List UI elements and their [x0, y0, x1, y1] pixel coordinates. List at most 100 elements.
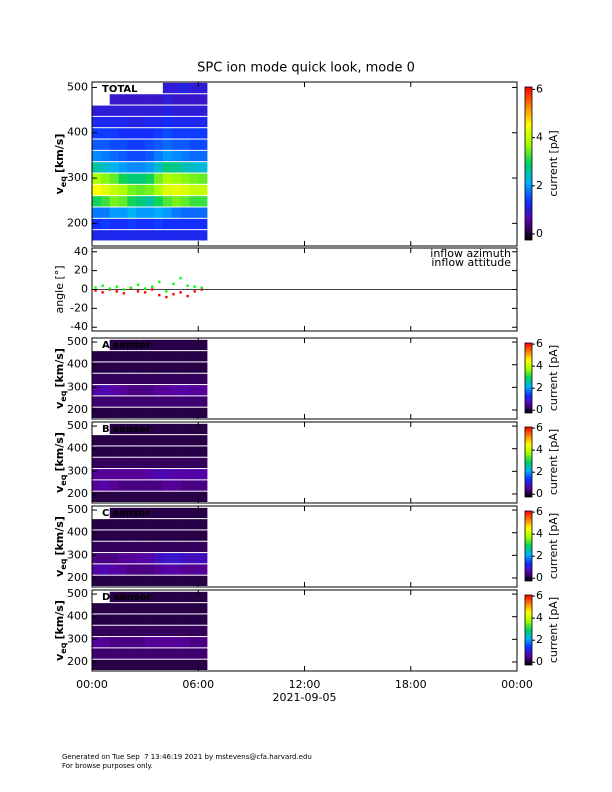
heatmap-cell [189, 625, 199, 637]
heatmap-cell [153, 396, 164, 407]
heatmap-cell [180, 435, 190, 446]
heatmap-cell [153, 530, 164, 541]
scatter-point [122, 292, 126, 295]
heatmap-cell [189, 553, 199, 564]
panel-label: D sensor [102, 592, 151, 603]
scatter-point [200, 286, 203, 289]
heatmap-cell [171, 625, 181, 637]
heatmap-cell [171, 423, 181, 435]
heatmap-cell [162, 564, 172, 575]
heatmap-cell [92, 196, 102, 207]
y-label-symbol: v [53, 653, 66, 661]
heatmap-cell [171, 373, 181, 385]
y-label-unit: [km/s] [53, 348, 66, 387]
heatmap-cell [127, 128, 137, 139]
heatmap-cell [109, 480, 119, 491]
heatmap-cell [171, 435, 181, 446]
heatmap-cell [162, 480, 172, 491]
y-label-subscript: eq [59, 642, 68, 653]
heatmap-cell [171, 230, 181, 241]
heatmap-cell [118, 173, 128, 184]
y-label-symbol: v [53, 569, 66, 577]
heatmap-cell [153, 230, 164, 241]
scatter-point [122, 288, 126, 291]
heatmap-cell [109, 446, 119, 457]
heatmap-cell [180, 196, 190, 207]
heatmap-cell [145, 435, 155, 446]
heatmap-cell [171, 575, 181, 586]
colorbar-tick-label: 4 [536, 443, 543, 456]
heatmap-cell [162, 173, 172, 184]
heatmap-cell [180, 339, 190, 351]
heatmap-cell [136, 184, 146, 196]
heatmap-cell [153, 218, 164, 230]
heatmap-cell [171, 218, 181, 230]
heatmap-cell [145, 603, 155, 614]
panel: TOTAL 0 2 4 6 current [pA] veq [km/s] 200 300 400 5… [53, 80, 560, 247]
heatmap-cell [127, 207, 137, 218]
heatmap-cell [198, 423, 208, 435]
heatmap-cell [145, 519, 155, 530]
heatmap-cell [162, 435, 172, 446]
colorbar-tick-label: 0 [536, 227, 543, 240]
colorbar-tick-label: 0 [536, 403, 543, 416]
heatmap-cell [198, 162, 208, 173]
y-tick-label: 500 [67, 587, 88, 600]
heatmap-cell [136, 564, 146, 575]
y-label-symbol: v [53, 485, 66, 493]
x-tick-label: 12:00 [289, 678, 321, 691]
heatmap-cell [198, 184, 208, 196]
y-tick-label: -40 [70, 320, 88, 333]
heatmap-cell [127, 173, 137, 184]
heatmap-cell [109, 519, 119, 530]
heatmap-cell [162, 162, 172, 173]
heatmap-cell [171, 553, 181, 564]
heatmap-cell [189, 351, 199, 362]
heatmap-cell [118, 407, 128, 418]
heatmap-cell [162, 351, 172, 362]
heatmap-cell [145, 351, 155, 362]
y-tick-label: 200 [67, 655, 88, 668]
heatmap-cell [198, 541, 208, 553]
heatmap-cell [109, 362, 119, 373]
heatmap-cell [162, 116, 172, 128]
heatmap-cell [162, 625, 172, 637]
y-label-unit: [km/s] [53, 600, 66, 639]
heatmap-cell [145, 207, 155, 218]
heatmap-cell [118, 184, 128, 196]
heatmap-cell [127, 184, 137, 196]
heatmap-cell [127, 407, 137, 418]
heatmap-cell [198, 339, 208, 351]
heatmap-cell [100, 173, 111, 184]
heatmap-cell [180, 564, 190, 575]
heatmap-cell [153, 614, 164, 625]
heatmap-cell [162, 491, 172, 502]
heatmap-cell [180, 591, 190, 603]
heatmap-cell [162, 614, 172, 625]
heatmap-cell [136, 207, 146, 218]
heatmap-cell [145, 480, 155, 491]
colorbar [524, 594, 533, 666]
heatmap-cell [145, 407, 155, 418]
heatmap-cell [136, 637, 146, 648]
heatmap-cell [189, 116, 199, 128]
heatmap-cell [100, 575, 111, 586]
heatmap-cell [180, 207, 190, 218]
heatmap-cell [100, 480, 111, 491]
heatmap-cell [162, 553, 172, 564]
y-tick-label: -20 [70, 301, 88, 314]
scatter-point [143, 291, 147, 294]
panel: C sensor 0 2 4 6 current [pA] veq [km/s] 200 300 4… [53, 503, 560, 588]
heatmap-cell [100, 435, 111, 446]
heatmap-cell [109, 457, 119, 469]
heatmap-cell [118, 507, 128, 519]
heatmap-cell [127, 230, 137, 241]
colorbar-tick-label: 0 [536, 655, 543, 668]
heatmap-cell [189, 196, 199, 207]
heatmap-cell [145, 196, 155, 207]
heatmap-cell [127, 491, 137, 502]
heatmap-cell [109, 469, 119, 480]
heatmap-cell [118, 446, 128, 457]
heatmap-cell [145, 507, 155, 519]
heatmap-cell [92, 230, 102, 241]
